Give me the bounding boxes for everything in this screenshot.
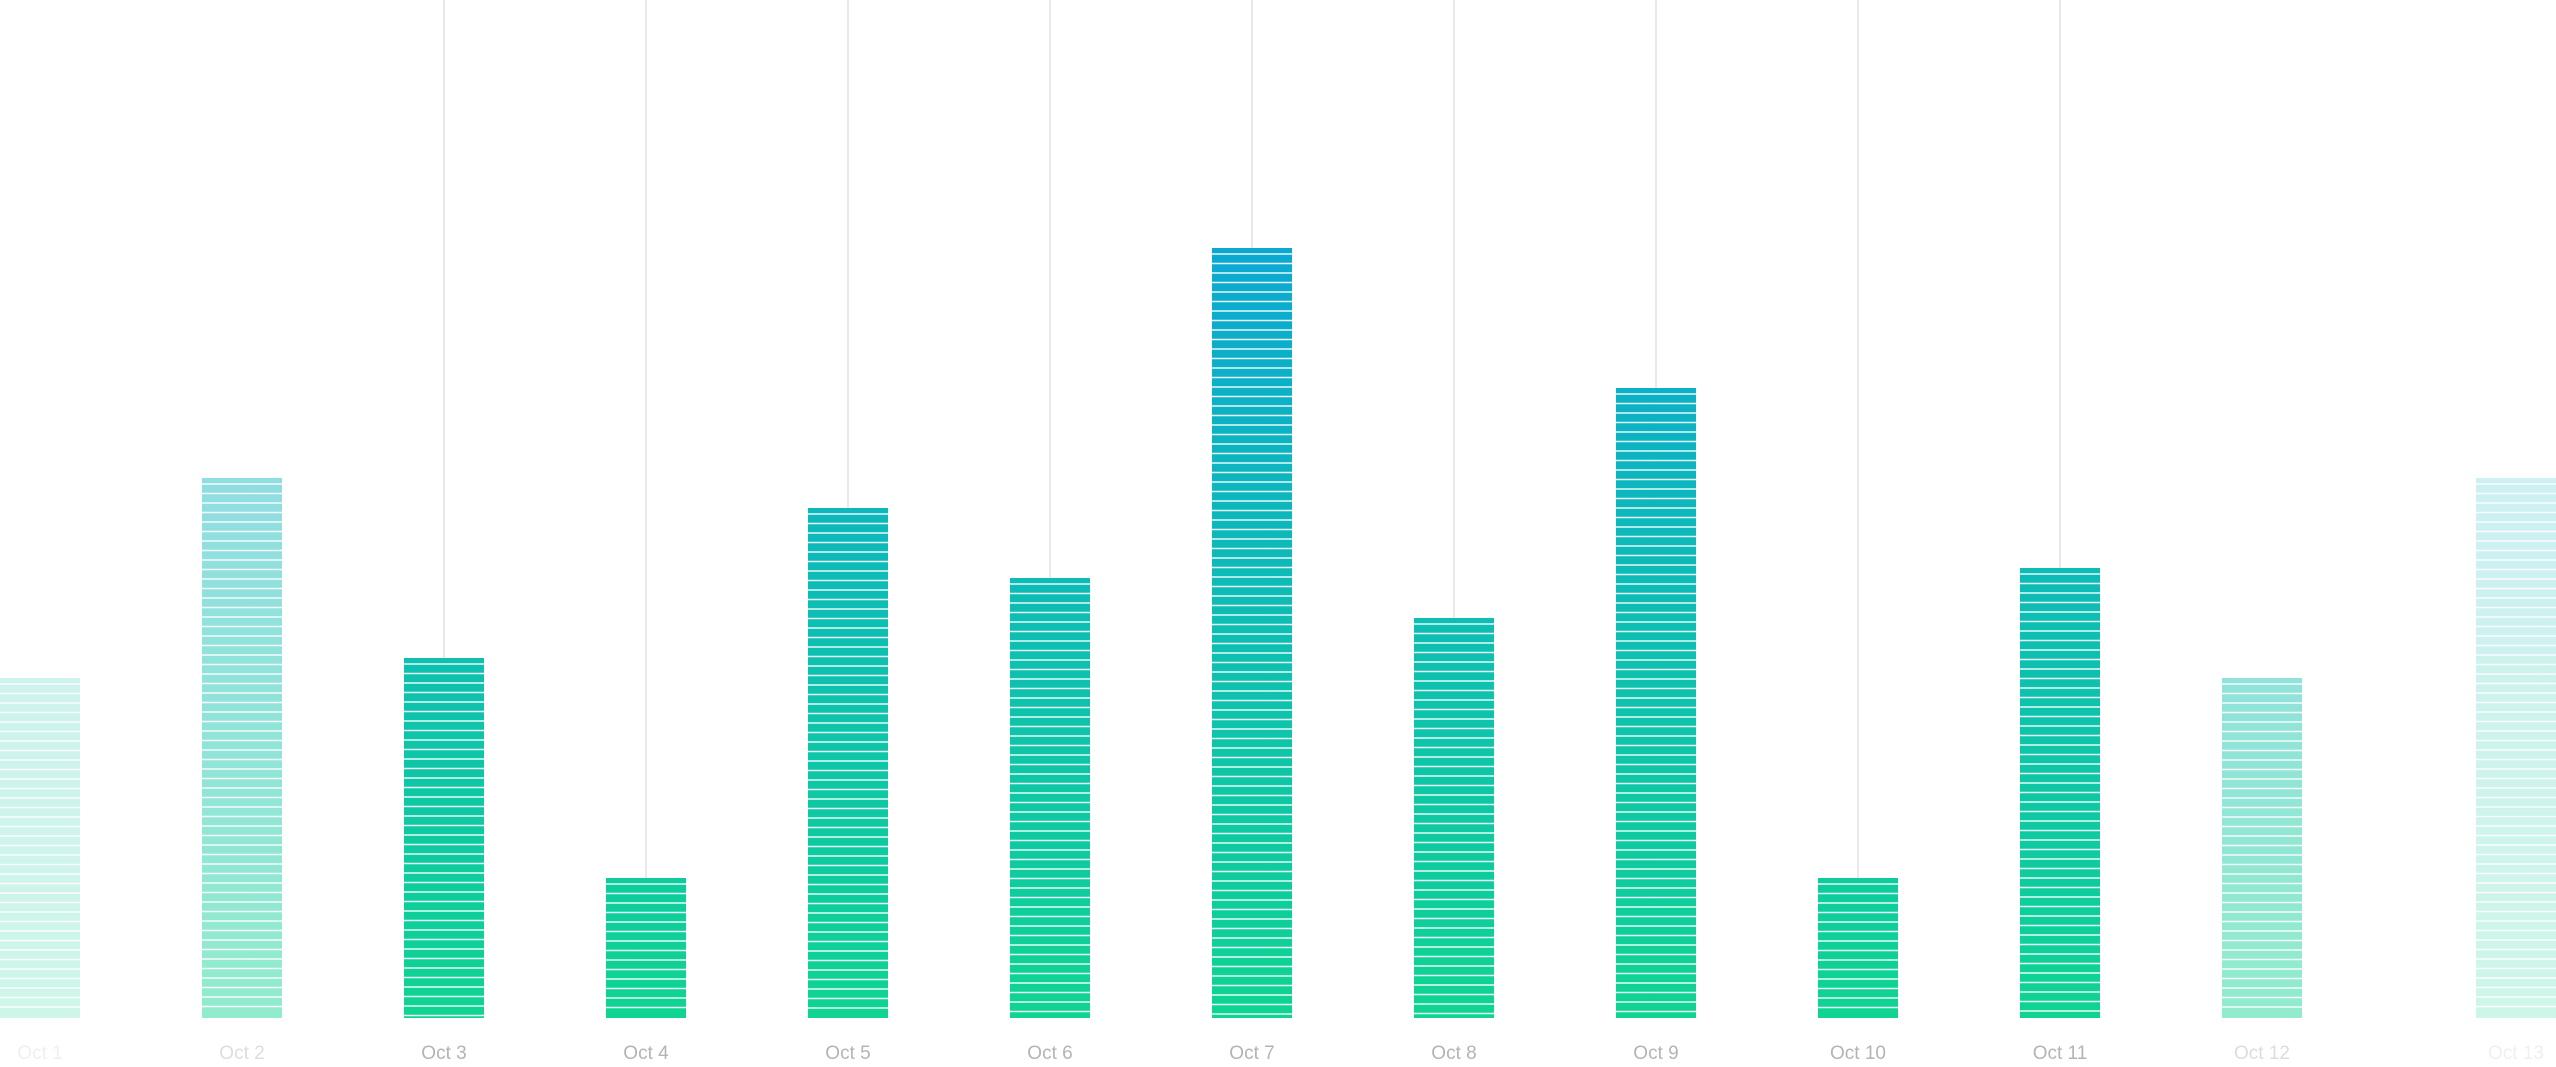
bar-rect xyxy=(1212,248,1292,1018)
x-axis-label: Oct 13 xyxy=(2488,1043,2544,1064)
bar-rect xyxy=(0,678,80,1018)
bar-rect xyxy=(1010,578,1090,1018)
bars xyxy=(0,248,2556,1018)
x-axis-label: Oct 7 xyxy=(1229,1043,1274,1064)
bar xyxy=(1818,878,1898,1018)
bar-stripes xyxy=(2020,573,2100,1012)
bar-stripes xyxy=(1616,393,1696,1013)
bar xyxy=(1616,388,1696,1018)
bar xyxy=(2476,478,2556,1018)
bar xyxy=(1010,578,1090,1018)
bar-stripes xyxy=(2476,483,2556,1008)
bar xyxy=(0,678,80,1018)
bar-rect xyxy=(1818,878,1898,1018)
bar xyxy=(404,658,484,1018)
bar xyxy=(606,878,686,1018)
bar-stripes xyxy=(0,683,80,1008)
bar xyxy=(1414,618,1494,1018)
x-axis-label: Oct 11 xyxy=(2033,1043,2088,1064)
bar-stripes xyxy=(1414,623,1494,1015)
bar-rect xyxy=(808,508,888,1018)
bar xyxy=(2020,568,2100,1018)
x-axis-label: Oct 5 xyxy=(825,1043,870,1064)
x-axis-label: Oct 9 xyxy=(1633,1043,1678,1064)
x-axis-label: Oct 2 xyxy=(219,1043,264,1064)
bar xyxy=(808,508,888,1018)
bar-rect xyxy=(2476,478,2556,1018)
bar-stripes xyxy=(1212,253,1292,1015)
bar-rect xyxy=(2222,678,2302,1018)
x-axis-label: Oct 8 xyxy=(1431,1043,1476,1064)
x-axis-label: Oct 6 xyxy=(1027,1043,1072,1064)
bar-stripes xyxy=(404,663,484,1017)
drop-lines xyxy=(443,0,2061,878)
bar-rect xyxy=(202,478,282,1018)
bar xyxy=(202,478,282,1018)
bar-stripes xyxy=(606,883,686,1009)
bar-rect xyxy=(606,878,686,1018)
bar-stripes xyxy=(2222,683,2302,1008)
bar-rect xyxy=(1414,618,1494,1018)
bar xyxy=(1212,248,1292,1018)
bar-stripes xyxy=(808,513,888,1009)
x-axis-label: Oct 10 xyxy=(1830,1043,1886,1064)
bar-rect xyxy=(1616,388,1696,1018)
x-axis-labels: Oct 1 Oct 2 Oct 3 Oct 4 Oct 5 Oct 6 Oct 7 Oct 8… xyxy=(17,1043,2544,1064)
bar xyxy=(2222,678,2302,1018)
x-axis-label: Oct 1 xyxy=(17,1043,62,1064)
bar-stripes xyxy=(1818,883,1898,1009)
bar-stripes xyxy=(1010,583,1090,1013)
bar-stripes xyxy=(202,483,282,1008)
x-axis-label: Oct 3 xyxy=(421,1043,466,1064)
x-axis-label: Oct 12 xyxy=(2234,1043,2290,1064)
x-axis-label: Oct 4 xyxy=(623,1043,669,1064)
